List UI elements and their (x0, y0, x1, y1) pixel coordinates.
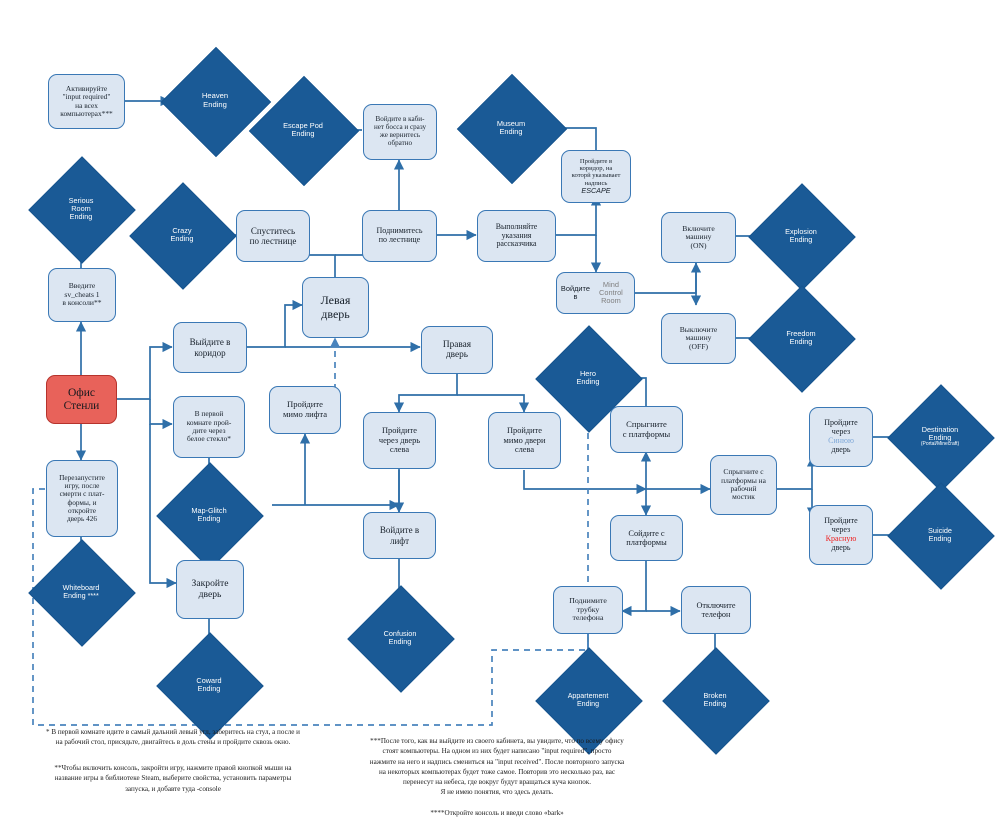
node-white-glass[interactable]: В первой комнате прой- дите через белое … (173, 396, 245, 458)
node-step-off-platform[interactable]: Сойдите с платформы (610, 515, 683, 561)
node-label: Freedom Ending (786, 328, 816, 346)
node-machine-off[interactable]: Выключите машину (OFF) (661, 313, 736, 364)
node-hero-ending[interactable]: Hero Ending (535, 325, 643, 433)
red-door-prefix: Пройдите через (824, 516, 858, 535)
footnote-two: **Чтобы включить консоль, закройти игру,… (54, 764, 292, 793)
node-past-elevator[interactable]: Пройдите мимо лифта (269, 386, 341, 434)
node-enter-console[interactable]: Введите sv_cheats 1 в консоли** (48, 268, 116, 322)
escape-keyword: ESCAPE (581, 186, 611, 196)
node-label: Coward Ending (196, 675, 222, 693)
node-jump-platform[interactable]: Спрыгните с платформы (610, 406, 683, 453)
node-label: Whiteboard Ending **** (62, 582, 100, 600)
node-crazy-ending[interactable]: Crazy Ending (129, 182, 237, 290)
node-label: Museum Ending (496, 118, 526, 136)
node-label: Hero Ending (576, 368, 600, 386)
node-pick-up-phone[interactable]: Поднимите трубку телефона (553, 586, 623, 634)
node-close-door[interactable]: Закройте дверь (176, 560, 244, 619)
node-mind-control-room[interactable]: Войдите в Mind Control Room (556, 272, 635, 314)
node-right-door[interactable]: Правая дверь (421, 326, 493, 374)
red-door-suffix: дверь (831, 542, 851, 552)
footnote-four: ****Откройте консоль и введи слово «bark… (430, 809, 564, 817)
node-restart-game[interactable]: Перезапустите игру, после смерти с плат-… (46, 460, 118, 537)
node-label: Broken Ending (703, 690, 727, 708)
node-follow-narrator[interactable]: Выполняйте указания рассказчика (477, 210, 556, 262)
node-label: Map-Glitch Ending (191, 505, 227, 523)
node-enter-elevator[interactable]: Войдите в лифт (363, 512, 436, 559)
node-coward-ending[interactable]: Coward Ending (156, 632, 264, 740)
node-up-stairs[interactable]: Поднимитесь по лестнице (362, 210, 437, 262)
node-jump-to-bridge[interactable]: Спрыгните с платформы на рабочий мостик (710, 455, 777, 515)
node-confusion-ending[interactable]: Confusion Ending (347, 585, 455, 693)
node-suicide-ending[interactable]: Suicide Ending (887, 482, 995, 590)
node-map-glitch-ending[interactable]: Map-Glitch Ending (156, 462, 264, 570)
node-explosion-ending[interactable]: Explosion Ending (748, 183, 856, 291)
node-unplug-phone[interactable]: Отключите телефон (681, 586, 751, 634)
node-label: Heaven Ending (201, 91, 229, 109)
node-whiteboard-ending[interactable]: Whiteboard Ending **** (28, 539, 136, 647)
node-red-door[interactable]: Пройдите через Красную дверь (809, 505, 873, 565)
node-heaven-ending[interactable]: Heaven Ending (160, 46, 272, 158)
node-down-stairs[interactable]: Спуститесь по лестнице (236, 210, 310, 262)
node-museum-ending[interactable]: Museum Ending (456, 73, 568, 185)
node-activate-input-required[interactable]: Активируйте "input required" на всех ком… (48, 74, 125, 129)
node-label: Escape Pod Ending (283, 120, 323, 138)
node-label: Crazy Ending (170, 225, 194, 243)
blue-door-prefix: Пройдите через (824, 418, 858, 437)
node-machine-on[interactable]: Включите машину (ON) (661, 212, 736, 263)
mind-control-room-name: Mind Control Room (599, 279, 623, 306)
destination-main: Destination Ending (921, 424, 959, 443)
destination-sub: (Portal/Minecraft) (920, 441, 960, 448)
node-stanley-office[interactable]: Офис Стенли (46, 375, 117, 424)
red-door-keyword: Красную (825, 534, 857, 543)
node-broken-ending[interactable]: Broken Ending (662, 647, 770, 755)
node-boss-office[interactable]: Войдите в каби- нет босса и сразу же вер… (363, 104, 437, 160)
node-exit-corridor[interactable]: Выйдите в коридор (173, 322, 247, 373)
node-left-door[interactable]: Левая дверь (302, 277, 369, 338)
node-through-left-door[interactable]: Пройдите через дверь слева (363, 412, 436, 469)
node-label: Пройдите в коридор, на которй указывает … (571, 157, 621, 187)
footnote-one: * В первой комнате идите в самый дальний… (46, 728, 300, 747)
footnote-three: ***После того, как вы выйдите из своего … (369, 737, 625, 797)
node-escape-corridor[interactable]: Пройдите в коридор, на которй указывает … (561, 150, 631, 203)
node-blue-door[interactable]: Пройдите через Синюю дверь (809, 407, 873, 467)
mind-control-prefix: Войдите в (560, 283, 590, 301)
node-freedom-ending[interactable]: Freedom Ending (748, 285, 856, 393)
node-escape-pod-ending[interactable]: Escape Pod Ending (248, 75, 360, 187)
blue-door-suffix: дверь (831, 444, 851, 454)
blue-door-keyword: Синюю (828, 436, 854, 445)
node-label: Destination Ending (Portal/Minecraft) (919, 424, 961, 448)
node-label: Suicide Ending (928, 525, 952, 543)
node-label: Serious Room Ending (68, 195, 94, 222)
node-destination-ending[interactable]: Destination Ending (Portal/Minecraft) (887, 384, 995, 492)
node-label: Confusion Ending (383, 628, 417, 646)
node-past-left-door[interactable]: Пройдите мимо двери слева (488, 412, 561, 469)
node-label: Appartement Ending (567, 691, 609, 708)
node-label: Explosion Ending (785, 226, 817, 244)
node-serious-room-ending[interactable]: Serious Room Ending (28, 156, 136, 264)
node-appartement-ending[interactable]: Appartement Ending (535, 647, 643, 755)
